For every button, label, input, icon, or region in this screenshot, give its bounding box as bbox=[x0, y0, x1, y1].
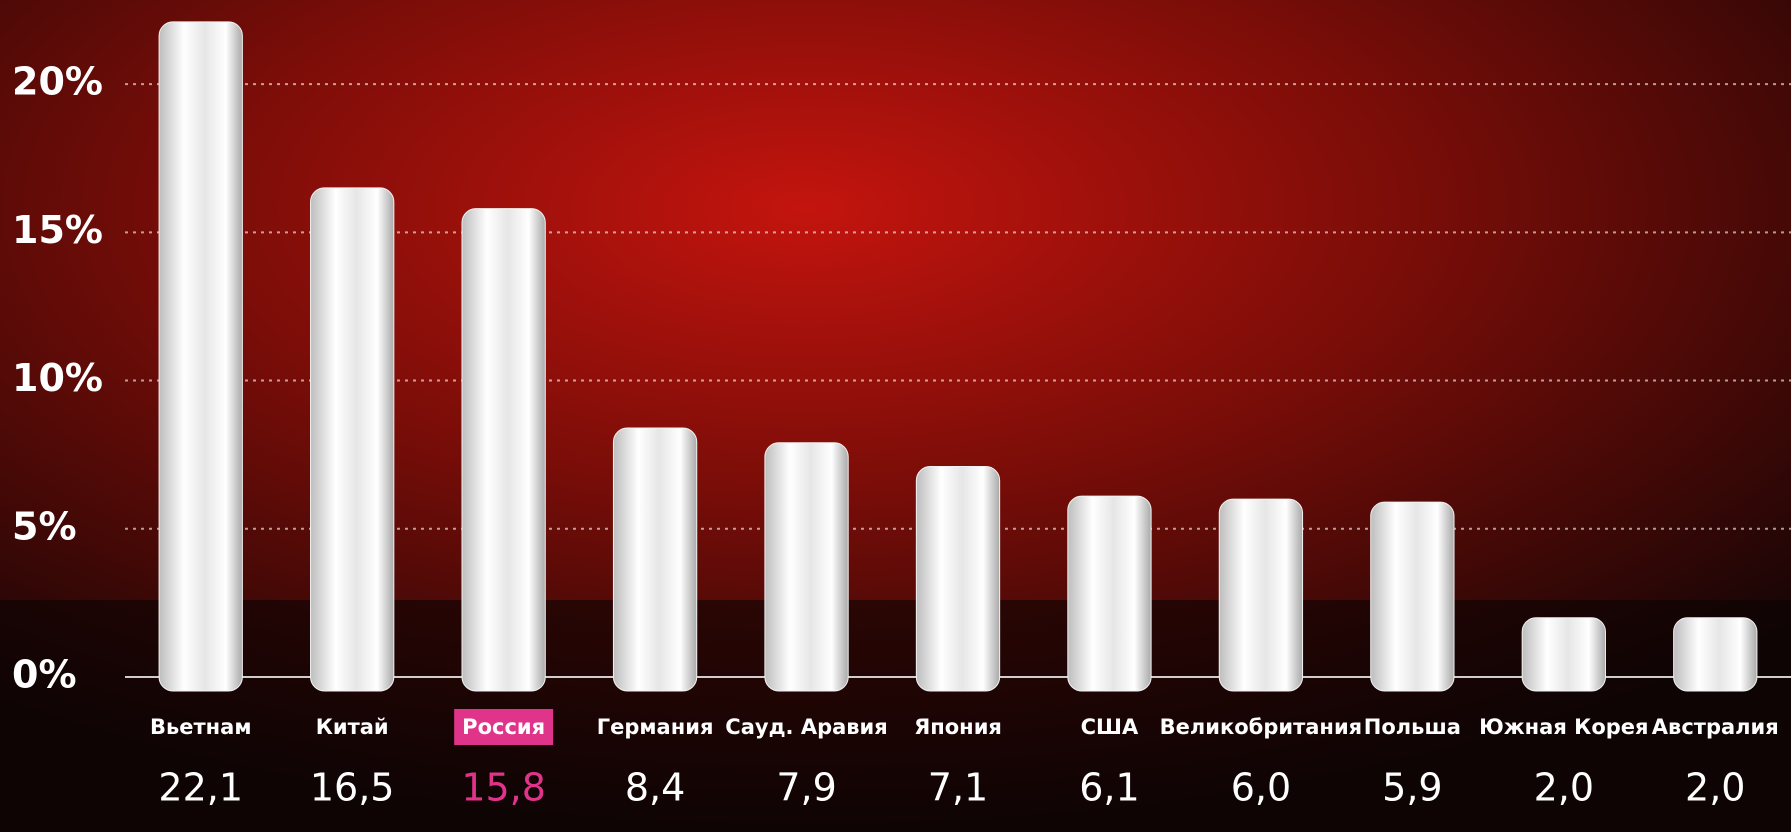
x-tick-label: США bbox=[1081, 715, 1139, 739]
bar bbox=[1218, 498, 1304, 692]
value-label: 16,5 bbox=[310, 766, 395, 810]
y-tick-label: 20% bbox=[12, 60, 103, 104]
x-tick-label: Германия bbox=[597, 715, 714, 739]
bar bbox=[915, 466, 1001, 692]
value-label: 15,8 bbox=[461, 766, 546, 810]
x-tick-label: Япония bbox=[914, 715, 1002, 739]
x-tick-label: Китай bbox=[316, 715, 389, 739]
value-label: 8,4 bbox=[625, 766, 685, 810]
y-tick-label: 10% bbox=[12, 356, 103, 400]
bar bbox=[461, 208, 546, 692]
x-tick-label: Австралия bbox=[1652, 715, 1779, 739]
x-tick-label: Польша bbox=[1364, 715, 1461, 739]
y-tick-label: 5% bbox=[12, 504, 77, 548]
value-label: 2,0 bbox=[1534, 766, 1594, 810]
bar bbox=[612, 427, 698, 692]
x-tick-label: Россия bbox=[462, 715, 545, 739]
value-label: 22,1 bbox=[158, 766, 243, 810]
value-label: 2,0 bbox=[1685, 766, 1745, 810]
bar bbox=[1067, 495, 1152, 692]
x-tick-label: Вьетнам bbox=[150, 715, 252, 739]
value-label: 6,0 bbox=[1231, 766, 1291, 810]
label-highlight bbox=[454, 709, 554, 745]
bar bbox=[1673, 617, 1758, 692]
x-tick-label: Сауд. Аравия bbox=[725, 715, 887, 739]
value-label: 6,1 bbox=[1079, 766, 1139, 810]
bar bbox=[1521, 617, 1606, 692]
value-label: 5,9 bbox=[1382, 766, 1442, 810]
y-tick-label: 15% bbox=[12, 208, 103, 252]
bar bbox=[310, 187, 395, 692]
y-tick-label: 0% bbox=[12, 653, 77, 697]
background-shade bbox=[0, 600, 1791, 832]
bar bbox=[764, 442, 849, 692]
x-tick-label: Южная Корея bbox=[1479, 715, 1648, 739]
bar bbox=[1370, 501, 1455, 692]
x-tick-label: Великобритания bbox=[1160, 715, 1362, 739]
value-label: 7,9 bbox=[776, 766, 836, 810]
bar bbox=[158, 21, 243, 692]
value-label: 7,1 bbox=[928, 766, 988, 810]
